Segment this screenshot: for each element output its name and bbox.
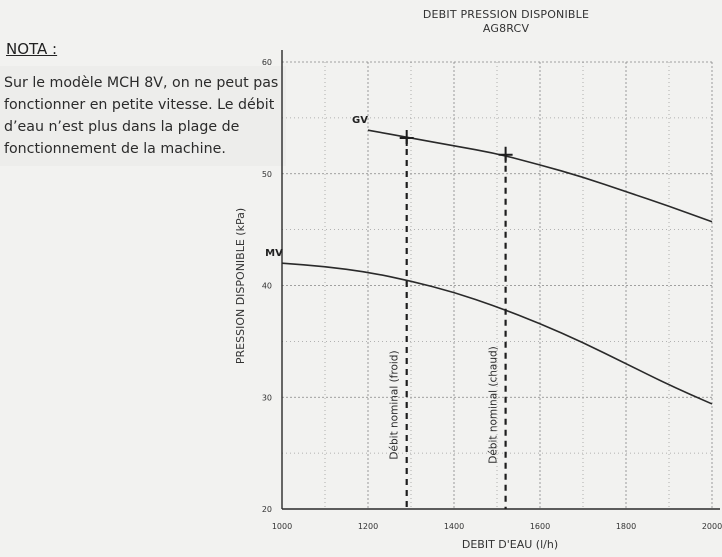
annotations: Débit nominal (froid) Débit nominal (chau… [389, 129, 513, 509]
nota-heading: NOTA : [6, 40, 58, 58]
series-label-gv: GV [352, 115, 368, 126]
nota-box: Sur le modèle MCH 8V, on ne peut pas fon… [0, 66, 286, 166]
x-axis-label: DEBIT D'EAU (l/h) [462, 538, 558, 551]
y-axis-label: PRESSION DISPONIBLE (kPa) [234, 208, 247, 364]
chart-title: DEBIT PRESSION DISPONIBLE AG8RCV [396, 8, 616, 36]
y-tick-label: 20 [262, 505, 272, 514]
axes: 1000 1200 1400 1600 1800 2000 20 30 40 50 60 [262, 50, 722, 531]
series-layer: GV MV [265, 115, 713, 405]
x-tick-label: 1400 [444, 522, 464, 531]
y-tick-label: 50 [262, 170, 272, 179]
y-tick-label: 30 [262, 393, 272, 402]
series-line-mv [281, 262, 713, 405]
x-tick-label: 1600 [530, 522, 550, 531]
series-label-mv: MV [265, 248, 283, 259]
y-tick-label: 60 [262, 58, 272, 67]
chart-title-line-2: AG8RCV [482, 22, 530, 35]
x-tick-label: 1200 [358, 522, 378, 531]
x-tick-label: 2000 [702, 522, 722, 531]
x-tick-label: 1000 [272, 522, 292, 531]
x-tick-label: 1800 [616, 522, 636, 531]
chart-title-line-1: DEBIT PRESSION DISPONIBLE [422, 8, 590, 21]
series-line-gv [367, 129, 713, 223]
nominal-flow-label: Débit nominal (froid) [389, 350, 401, 459]
nota-text: Sur le modèle MCH 8V, on ne peut pas fon… [4, 75, 279, 157]
y-tick-label: 40 [262, 282, 272, 291]
nominal-flow-label: Débit nominal (chaud) [488, 346, 500, 464]
